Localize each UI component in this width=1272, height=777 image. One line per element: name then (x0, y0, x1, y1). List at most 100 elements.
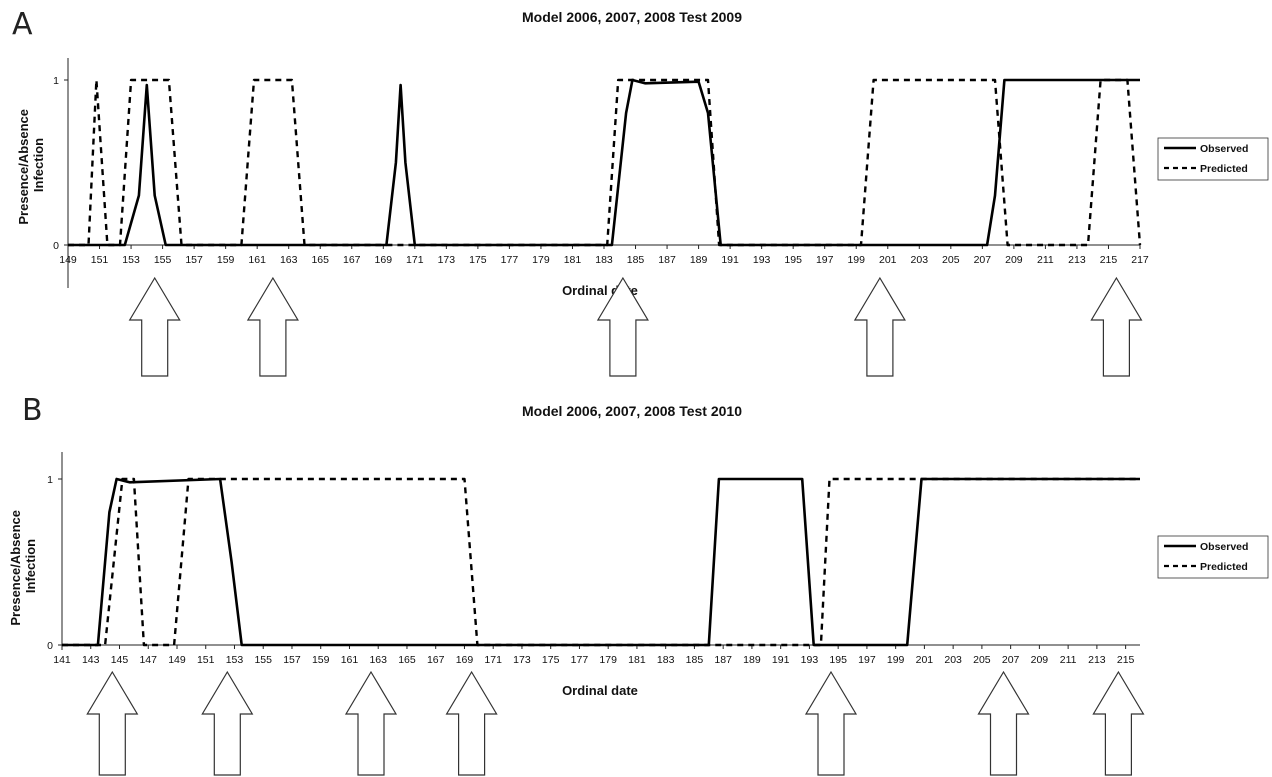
series-line-predicted (68, 78, 1142, 247)
legend-predicted-label-b: Predicted (1200, 561, 1248, 573)
up-arrow-icon (201, 670, 254, 776)
legend-observed-label-a: Observed (1200, 143, 1248, 155)
x-tick-label: 191 (721, 254, 739, 266)
x-tick-label: 185 (627, 254, 645, 266)
x-tick-label: 165 (398, 654, 416, 666)
x-tick-label: 177 (501, 254, 519, 266)
x-tick-label: 153 (122, 254, 140, 266)
up-arrow-icon (804, 670, 858, 776)
x-tick-label: 153 (226, 654, 244, 666)
x-tick-label: 193 (801, 654, 819, 666)
chart-title-b: Model 2006, 2007, 2008 Test 2010 (522, 403, 742, 419)
x-tick-label: 177 (571, 654, 589, 666)
x-tick-label: 203 (911, 254, 929, 266)
x-tick-label: 175 (542, 654, 560, 666)
x-tick-label: 183 (595, 254, 613, 266)
up-arrow-icon (344, 670, 398, 776)
x-tick-label: 203 (944, 654, 962, 666)
legend-box-b (1157, 535, 1269, 579)
x-tick-label: 151 (197, 654, 215, 666)
x-tick-label: 217 (1131, 254, 1149, 266)
x-tick-label: 181 (564, 254, 582, 266)
x-tick-label: 155 (254, 654, 272, 666)
x-tick-label: 157 (283, 654, 301, 666)
x-tick-label: 175 (469, 254, 487, 266)
x-tick-label: 189 (690, 254, 708, 266)
x-tick-label: 169 (456, 654, 474, 666)
up-arrow-icon (246, 276, 299, 377)
up-arrow-icon (596, 276, 649, 377)
x-tick-label: 179 (532, 254, 550, 266)
panel-b: B Model 2006, 2007, 2008 Test 2010 Prese… (8, 393, 1269, 776)
x-tick-label: 213 (1068, 254, 1086, 266)
x-tick-label: 165 (311, 254, 329, 266)
legend-b: Observed Predicted (1157, 535, 1269, 579)
x-tick-label: 189 (743, 654, 761, 666)
x-tick-label: 161 (248, 254, 266, 266)
x-tick-label: 197 (816, 254, 834, 266)
x-tick-label: 187 (714, 654, 732, 666)
x-tick-label: 181 (628, 654, 646, 666)
x-tick-label: 205 (973, 654, 991, 666)
x-tick-label: 185 (686, 654, 704, 666)
y-axis-label-a: Presence/Absence Infection (16, 105, 46, 224)
x-tick-label: 145 (111, 654, 129, 666)
x-tick-label: 195 (784, 254, 802, 266)
x-tick-label: 215 (1100, 254, 1118, 266)
up-arrow-icon (853, 276, 906, 377)
x-tick-label: 199 (847, 254, 865, 266)
up-arrow-icon (1092, 670, 1145, 776)
panel-a: A Model 2006, 2007, 2008 Test 2009 Prese… (12, 7, 1269, 377)
y-axis-label-b: Presence/Absence Infection (8, 506, 38, 625)
x-tick-label: 187 (658, 254, 676, 266)
tick-group-a: 149 151 153 155 157 159 161 163 165 167 169 171 173 1… (53, 75, 1149, 266)
x-tick-label: 209 (1005, 254, 1023, 266)
x-tick-label: 201 (879, 254, 897, 266)
legend-predicted-label-a: Predicted (1200, 163, 1248, 175)
x-tick-label: 197 (858, 654, 876, 666)
panel-letter-a: A (12, 7, 33, 42)
x-tick-label: 171 (406, 254, 424, 266)
x-tick-label: 199 (887, 654, 905, 666)
x-tick-label: 159 (217, 254, 235, 266)
arrow-group-b (86, 670, 1145, 776)
x-tick-label: 151 (91, 254, 109, 266)
x-tick-label: 191 (772, 654, 790, 666)
panel-letter-b: B (22, 393, 43, 428)
x-tick-label: 207 (974, 254, 992, 266)
y-axis-label-a-line2: Infection (31, 138, 46, 192)
series-group-a (68, 78, 1142, 247)
x-tick-label: 207 (1002, 654, 1020, 666)
chart-title-a: Model 2006, 2007, 2008 Test 2009 (522, 9, 742, 25)
up-arrow-icon (977, 670, 1030, 776)
x-tick-label: 167 (427, 654, 445, 666)
x-tick-label: 211 (1060, 654, 1077, 666)
x-tick-label: 205 (942, 254, 960, 266)
x-tick-label: 149 (168, 654, 186, 666)
x-tick-label: 159 (312, 654, 330, 666)
y-axis-label-b-line1: Presence/Absence (8, 510, 23, 626)
x-tick-label: 209 (1031, 654, 1049, 666)
series-line-observed (68, 78, 1140, 247)
up-arrow-icon (86, 670, 139, 776)
x-tick-label: 211 (1037, 254, 1054, 266)
x-tick-label: 143 (82, 654, 100, 666)
x-tick-label: 215 (1117, 654, 1135, 666)
x-tick-label: 173 (438, 254, 456, 266)
x-tick-label: 155 (154, 254, 172, 266)
series-line-predicted (62, 477, 1140, 647)
x-tick-label: 201 (916, 654, 934, 666)
x-tick-label: 183 (657, 654, 675, 666)
x-tick-label: 157 (185, 254, 203, 266)
x-tick-label: 161 (341, 654, 359, 666)
up-arrow-icon (128, 276, 181, 377)
x-tick-label: 149 (59, 254, 77, 266)
x-tick-label: 195 (829, 654, 847, 666)
x-tick-label: 193 (753, 254, 771, 266)
y-tick-label: 0 (53, 240, 59, 252)
x-tick-label: 169 (375, 254, 393, 266)
y-tick-label: 1 (53, 75, 59, 87)
up-arrow-icon (1090, 276, 1143, 377)
y-tick-label: 1 (47, 474, 53, 486)
